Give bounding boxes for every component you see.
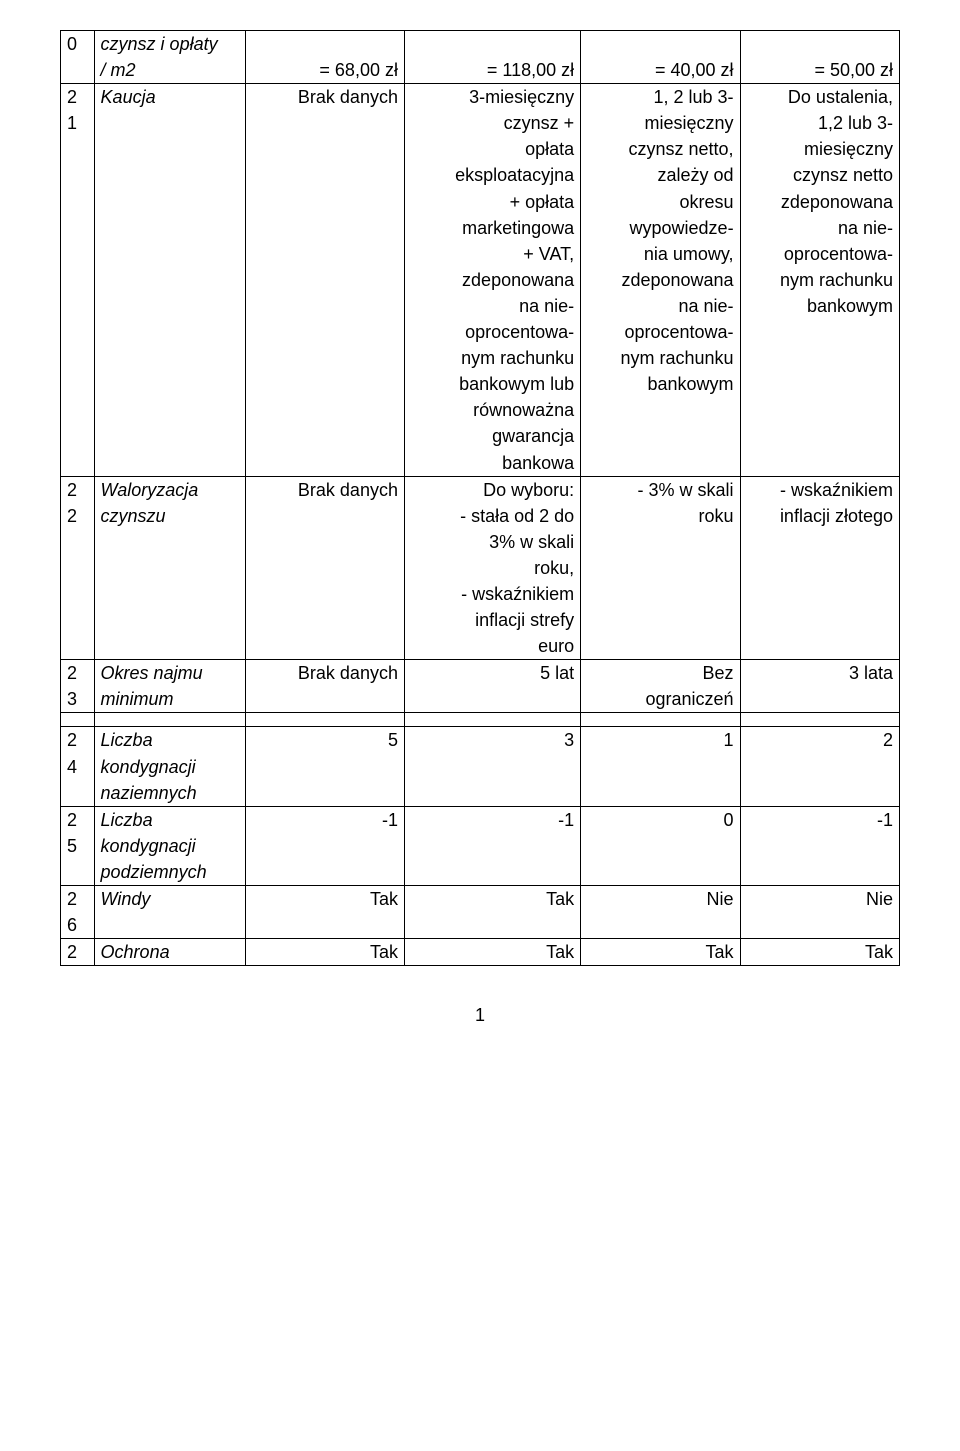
cell: 5	[245, 727, 404, 806]
table-row: 2 3 Okres najmu minimum Brak danych 5 la…	[61, 660, 900, 713]
table-row: 2 2 Waloryzacja czynszu Brak danych Do w…	[61, 476, 900, 660]
cell: Brak danych	[245, 476, 404, 660]
cell: 1	[581, 727, 740, 806]
table-row: 2 4 Liczba kondygnacji naziemnych 5 3 1 …	[61, 727, 900, 806]
table-row: 0 czynsz i opłaty / m2 = 68,00 zł = 118,…	[61, 31, 900, 84]
row-label: Liczba kondygnacji podziemnych	[94, 806, 245, 885]
cell: 3-miesięcznyczynsz +opłataeksploatacyjna…	[404, 84, 580, 476]
cell: -1	[740, 806, 899, 885]
cell: = 40,00 zł	[581, 31, 740, 84]
cell: Nie	[740, 886, 899, 939]
data-table: 0 czynsz i opłaty / m2 = 68,00 zł = 118,…	[60, 30, 900, 966]
table-row: 2 1 Kaucja Brak danych 3-miesięcznyczyns…	[61, 84, 900, 476]
cell: Tak	[404, 939, 580, 966]
cell: - 3% w skaliroku	[581, 476, 740, 660]
row-index: 0	[61, 31, 95, 84]
row-label: Waloryzacja czynszu	[94, 476, 245, 660]
cell: 0	[581, 806, 740, 885]
cell: Do ustalenia,1,2 lub 3-miesięcznyczynsz …	[740, 84, 899, 476]
row-index: 2 2	[61, 476, 95, 660]
cell: -1	[245, 806, 404, 885]
row-index: 2 5	[61, 806, 95, 885]
cell: Brak danych	[245, 84, 404, 476]
cell: Do wyboru:- stała od 2 do3% w skaliroku,…	[404, 476, 580, 660]
row-index: 2 4	[61, 727, 95, 806]
cell: Tak	[245, 939, 404, 966]
cell: 3	[404, 727, 580, 806]
row-index: 2 1	[61, 84, 95, 476]
cell: = 118,00 zł	[404, 31, 580, 84]
cell: Tak	[404, 886, 580, 939]
row-label: Ochrona	[94, 939, 245, 966]
cell: = 50,00 zł	[740, 31, 899, 84]
cell: Tak	[581, 939, 740, 966]
row-label: Liczba kondygnacji naziemnych	[94, 727, 245, 806]
cell: Brak danych	[245, 660, 404, 713]
table-row: 2 Ochrona Tak Tak Tak Tak	[61, 939, 900, 966]
cell: Tak	[740, 939, 899, 966]
cell: 1, 2 lub 3-miesięcznyczynsz netto,zależy…	[581, 84, 740, 476]
row-label: Windy	[94, 886, 245, 939]
cell: Bezograniczeń	[581, 660, 740, 713]
page-number: 1	[60, 1002, 900, 1028]
cell: -1	[404, 806, 580, 885]
row-index: 2	[61, 939, 95, 966]
row-index: 2 6	[61, 886, 95, 939]
cell: = 68,00 zł	[245, 31, 404, 84]
cell: 3 lata	[740, 660, 899, 713]
spacer-row	[61, 713, 900, 727]
cell: Nie	[581, 886, 740, 939]
cell: 2	[740, 727, 899, 806]
row-label: Kaucja	[94, 84, 245, 476]
table-row: 2 5 Liczba kondygnacji podziemnych -1 -1…	[61, 806, 900, 885]
cell: - wskaźnikieminflacji złotego	[740, 476, 899, 660]
table-row: 2 6 Windy Tak Tak Nie Nie	[61, 886, 900, 939]
row-label: Okres najmu minimum	[94, 660, 245, 713]
row-label: czynsz i opłaty / m2	[94, 31, 245, 84]
cell: 5 lat	[404, 660, 580, 713]
row-index: 2 3	[61, 660, 95, 713]
cell: Tak	[245, 886, 404, 939]
